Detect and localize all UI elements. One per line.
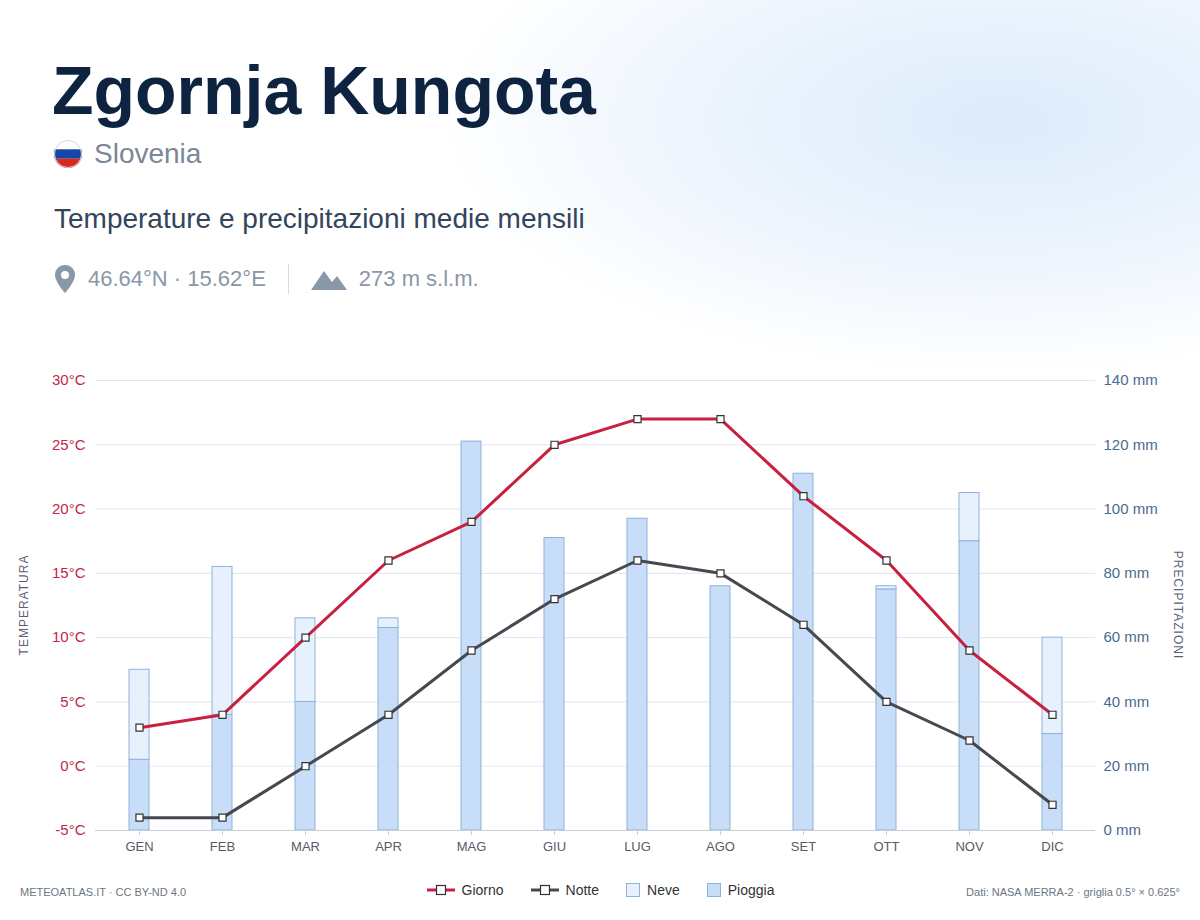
svg-text:MAR: MAR xyxy=(291,839,320,854)
svg-text:120 mm: 120 mm xyxy=(1104,436,1158,453)
svg-text:FEB: FEB xyxy=(210,839,235,854)
html-text:Neve: Neve xyxy=(647,882,680,898)
html-text:METEOATLAS.IT · CC BY-ND 4.0: METEOATLAS.IT · CC BY-ND 4.0 xyxy=(20,886,187,898)
html-text:Slovenia: Slovenia xyxy=(94,138,202,169)
svg-text:0°C: 0°C xyxy=(60,757,85,774)
svg-text:60 mm: 60 mm xyxy=(1104,628,1150,645)
svg-text:GIU: GIU xyxy=(543,839,566,854)
svg-text:10°C: 10°C xyxy=(52,628,86,645)
html-text:46.64°N · 15.62°E: 46.64°N · 15.62°E xyxy=(88,266,266,291)
html-text:Giorno: Giorno xyxy=(461,882,504,898)
html-text:Pioggia: Pioggia xyxy=(727,882,775,898)
html-text:273 m s.l.m.: 273 m s.l.m. xyxy=(358,266,479,291)
svg-text:DIC: DIC xyxy=(1041,839,1063,854)
svg-text:100 mm: 100 mm xyxy=(1104,500,1158,517)
svg-text:MAG: MAG xyxy=(457,839,487,854)
svg-text:30°C: 30°C xyxy=(52,371,86,388)
svg-text:LUG: LUG xyxy=(624,839,651,854)
svg-text:20 mm: 20 mm xyxy=(1104,757,1150,774)
svg-text:GEN: GEN xyxy=(125,839,153,854)
svg-text:20°C: 20°C xyxy=(52,500,86,517)
html-text:Notte: Notte xyxy=(565,882,599,898)
html-text:PRECIPITAZIONI: PRECIPITAZIONI xyxy=(1171,550,1185,660)
svg-text:AGO: AGO xyxy=(706,839,735,854)
svg-text:OTT: OTT xyxy=(874,839,900,854)
html-text:Zgornja Kungota: Zgornja Kungota xyxy=(52,52,596,128)
svg-text:NOV: NOV xyxy=(955,839,984,854)
svg-text:40 mm: 40 mm xyxy=(1104,693,1150,710)
svg-text:25°C: 25°C xyxy=(52,436,86,453)
html-text:Dati: NASA MERRA-2 · griglia 0: Dati: NASA MERRA-2 · griglia 0.5° × 0.62… xyxy=(966,886,1180,898)
svg-text:-5°C: -5°C xyxy=(55,821,85,838)
svg-text:0 mm: 0 mm xyxy=(1104,821,1142,838)
svg-text:5°C: 5°C xyxy=(60,693,85,710)
svg-text:15°C: 15°C xyxy=(52,564,86,581)
svg-text:140 mm: 140 mm xyxy=(1104,371,1158,388)
svg-text:SET: SET xyxy=(791,839,816,854)
svg-text:80 mm: 80 mm xyxy=(1104,564,1150,581)
html-text:Temperature e precipitazioni m: Temperature e precipitazioni medie mensi… xyxy=(54,203,585,234)
html-text:TEMPERATURA: TEMPERATURA xyxy=(17,554,31,656)
svg-text:APR: APR xyxy=(375,839,402,854)
